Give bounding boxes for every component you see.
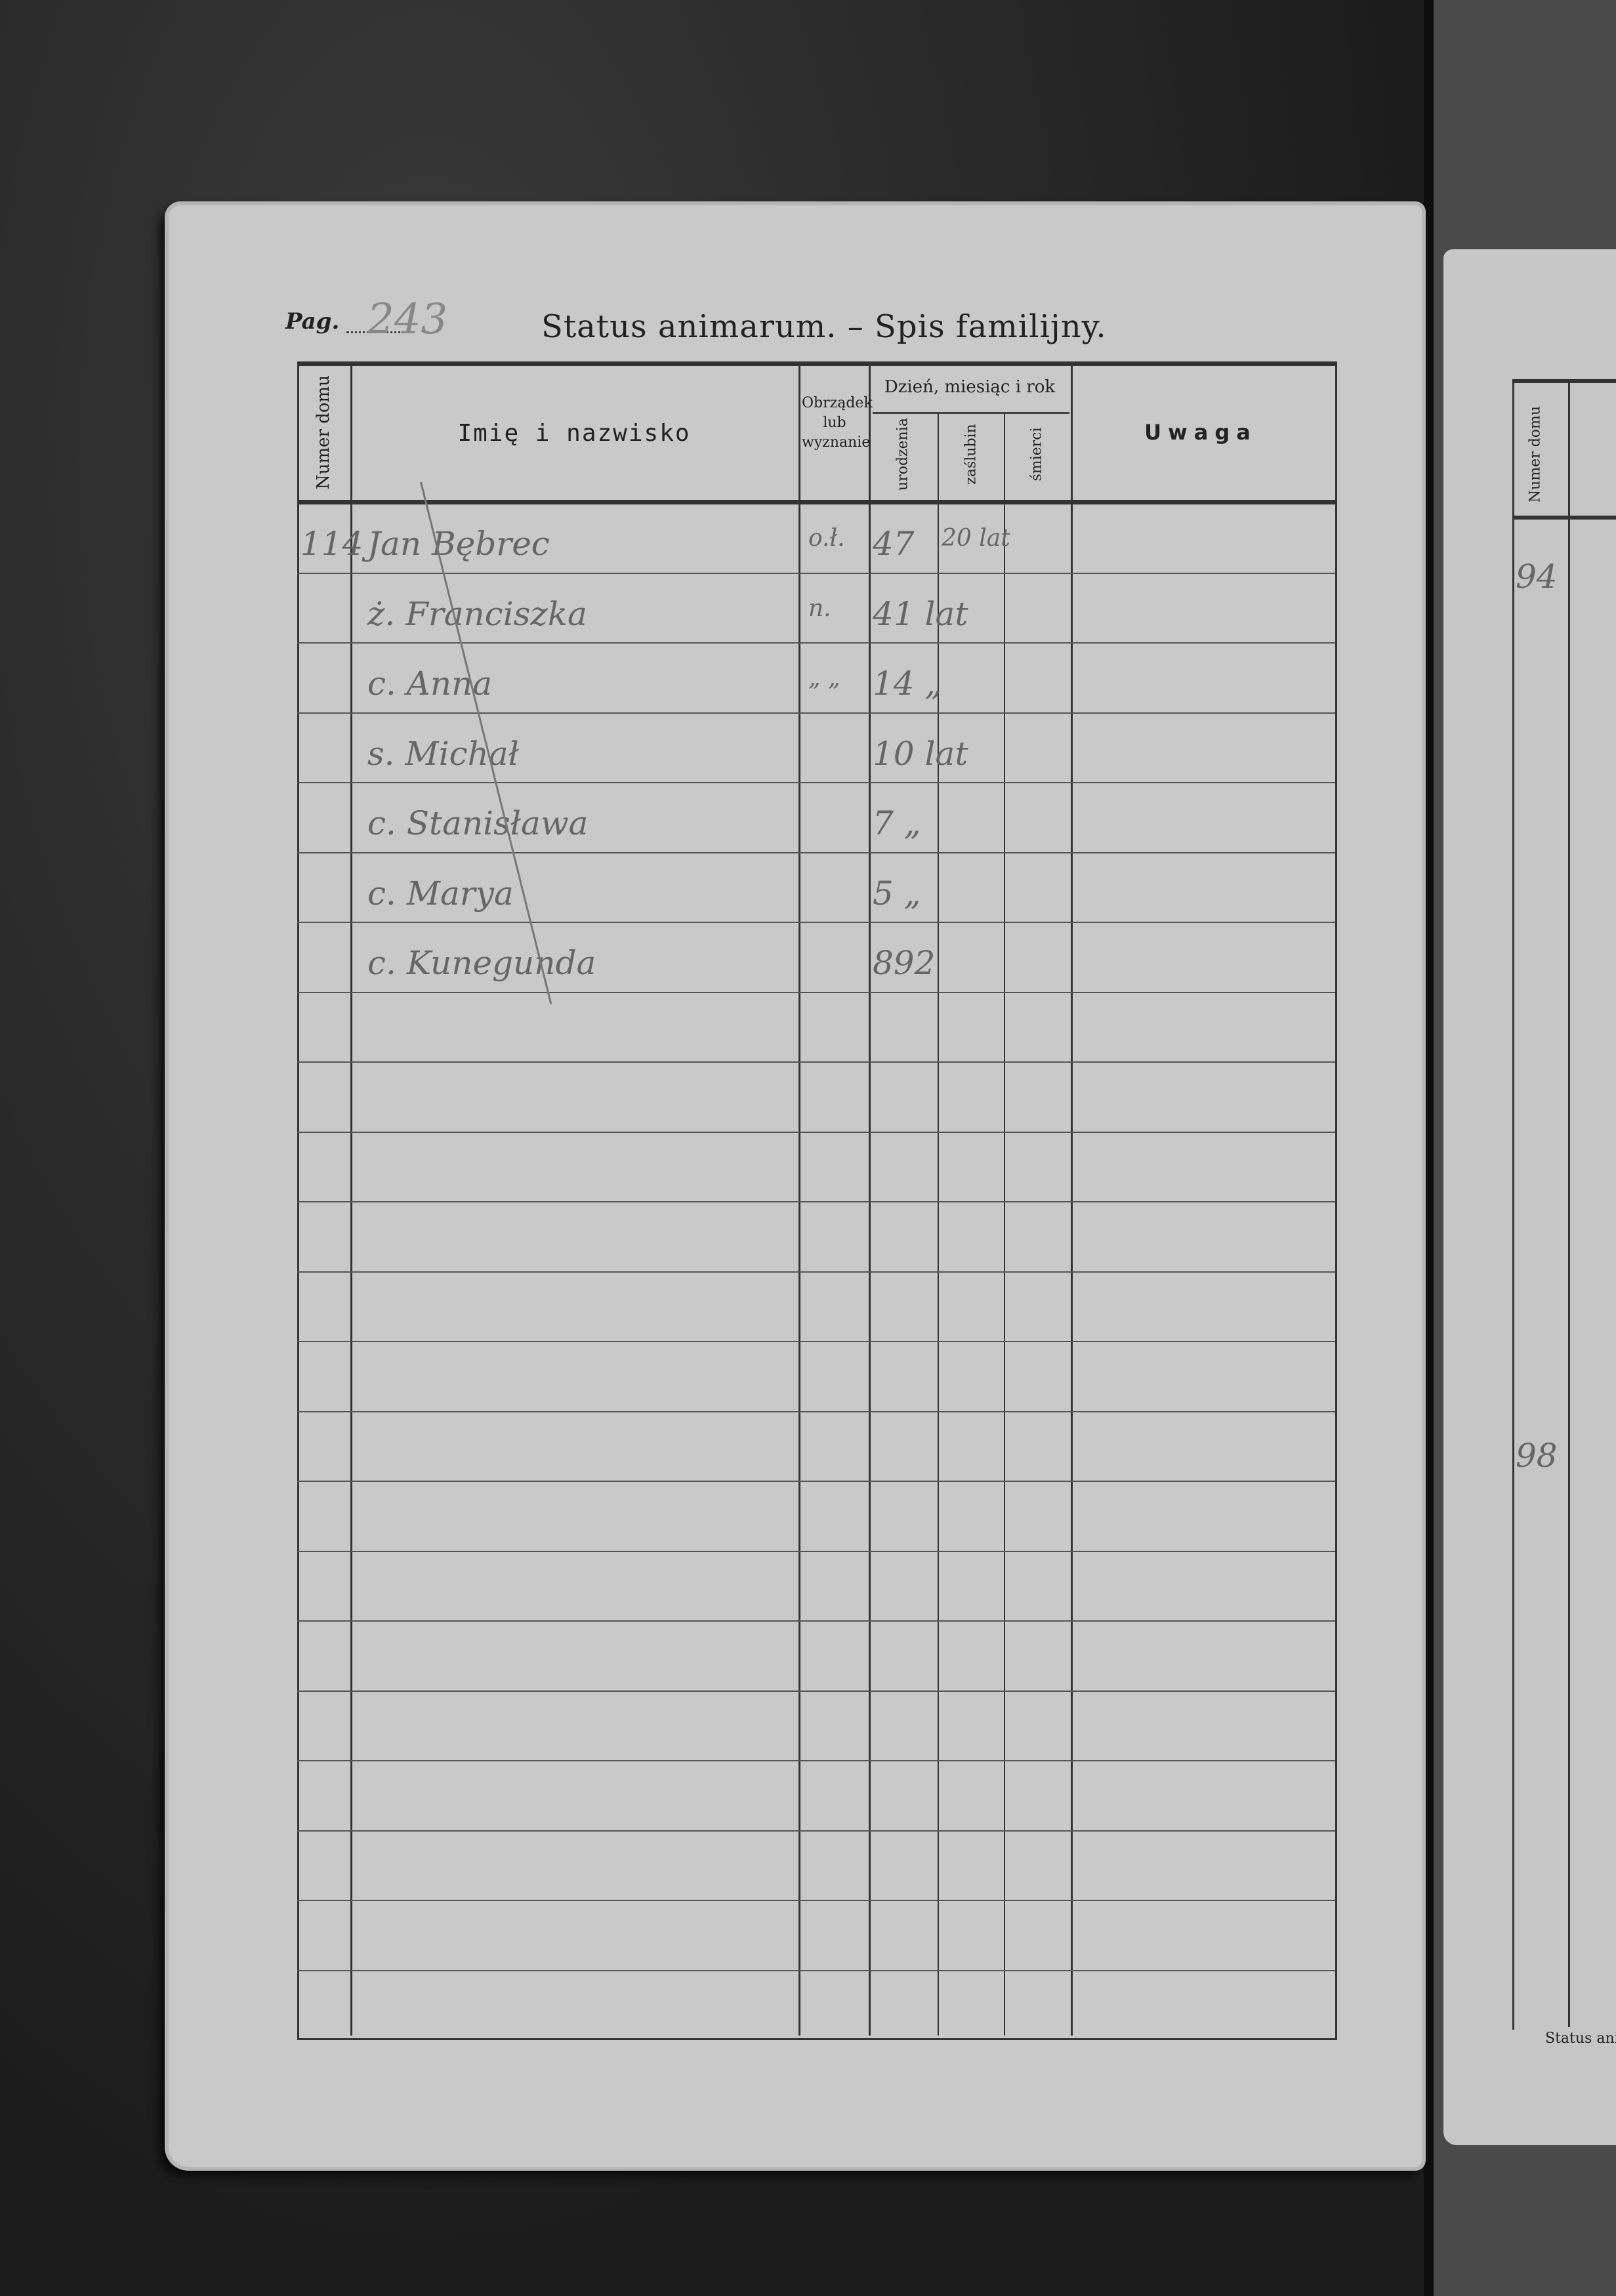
col-divider — [1004, 413, 1005, 2036]
col-divider — [938, 413, 939, 2036]
header-remarks: Uwaga — [1144, 420, 1257, 445]
row-line — [297, 1830, 1335, 1832]
cell-rite: o.ł. — [808, 525, 845, 552]
row-line — [297, 1620, 1335, 1622]
col-divider — [798, 361, 800, 2036]
row-line — [297, 1131, 1335, 1133]
header-house-number: Numer domu — [314, 375, 333, 489]
row-line — [297, 851, 1335, 853]
header-birth: urodzenia — [894, 418, 911, 491]
cell-rite: n. — [808, 594, 831, 622]
cell-house-number: 114 — [300, 525, 363, 563]
row-line — [297, 1481, 1335, 1482]
facing-entry-94: 94 — [1516, 558, 1558, 596]
row-line — [297, 572, 1335, 574]
header-marriage: zaślubin — [963, 424, 980, 485]
row-line — [297, 991, 1335, 993]
header-death: śmierci — [1028, 427, 1045, 482]
facing-page — [1443, 249, 1616, 2145]
col-divider — [350, 361, 352, 2036]
header-date-group: Dzień, miesiąc i rok — [884, 377, 1056, 397]
row-line — [297, 1341, 1335, 1342]
register-page — [169, 205, 1422, 2167]
cell-marriage: 20 lat — [942, 525, 1010, 552]
page-number-dots — [346, 331, 405, 333]
row-line — [297, 642, 1335, 644]
row-line — [297, 1061, 1335, 1063]
facing-table — [1512, 379, 1616, 2030]
page-label: Pag. — [285, 308, 340, 335]
cell-birth: 14 „ — [873, 665, 942, 703]
facing-header-house-number: Numer domu — [1527, 405, 1544, 503]
cell-birth: 892 — [873, 944, 936, 982]
cell-name: c. Marya — [367, 874, 514, 912]
facing-entry-98: 98 — [1516, 1437, 1558, 1475]
col-divider — [1071, 361, 1073, 2036]
page-title: Status animarum. – Spis familijny. — [541, 308, 1107, 345]
row-line — [297, 1900, 1335, 1901]
cell-rite: „ „ — [808, 665, 840, 691]
date-group-divider — [873, 412, 1069, 414]
cell-birth: 5 „ — [873, 874, 921, 912]
col-divider — [869, 361, 871, 2036]
facing-header-divider — [1512, 516, 1616, 520]
cell-name: c. Stanisława — [367, 804, 589, 842]
row-line — [297, 1271, 1335, 1273]
row-line — [297, 1690, 1335, 1692]
header-rite: Obrządek lub wyznanie — [802, 395, 873, 451]
cell-name: s. Michał — [367, 734, 519, 773]
page-number: 243 — [367, 295, 448, 344]
cell-name: Jan Bębrec — [367, 525, 550, 563]
row-line — [297, 1760, 1335, 1761]
register-table — [297, 361, 1337, 2040]
header-divider — [297, 500, 1335, 504]
row-line — [297, 1201, 1335, 1202]
cell-birth: 47 — [873, 525, 915, 563]
facing-col-divider — [1568, 380, 1570, 2027]
cell-birth: 7 „ — [873, 804, 921, 842]
row-line — [297, 782, 1335, 783]
row-line — [297, 1969, 1335, 1971]
cell-name: c. Kunegunda — [367, 944, 596, 982]
row-line — [297, 922, 1335, 923]
cell-birth: 41 lat — [873, 594, 968, 633]
row-line — [297, 1550, 1335, 1552]
cell-birth: 10 lat — [873, 734, 968, 773]
facing-footer: Status anim — [1545, 2030, 1616, 2047]
cell-name: ż. Franciszka — [367, 594, 587, 633]
header-name: Imię i nazwisko — [457, 420, 691, 447]
row-line — [297, 1410, 1335, 1412]
row-line — [297, 712, 1335, 714]
